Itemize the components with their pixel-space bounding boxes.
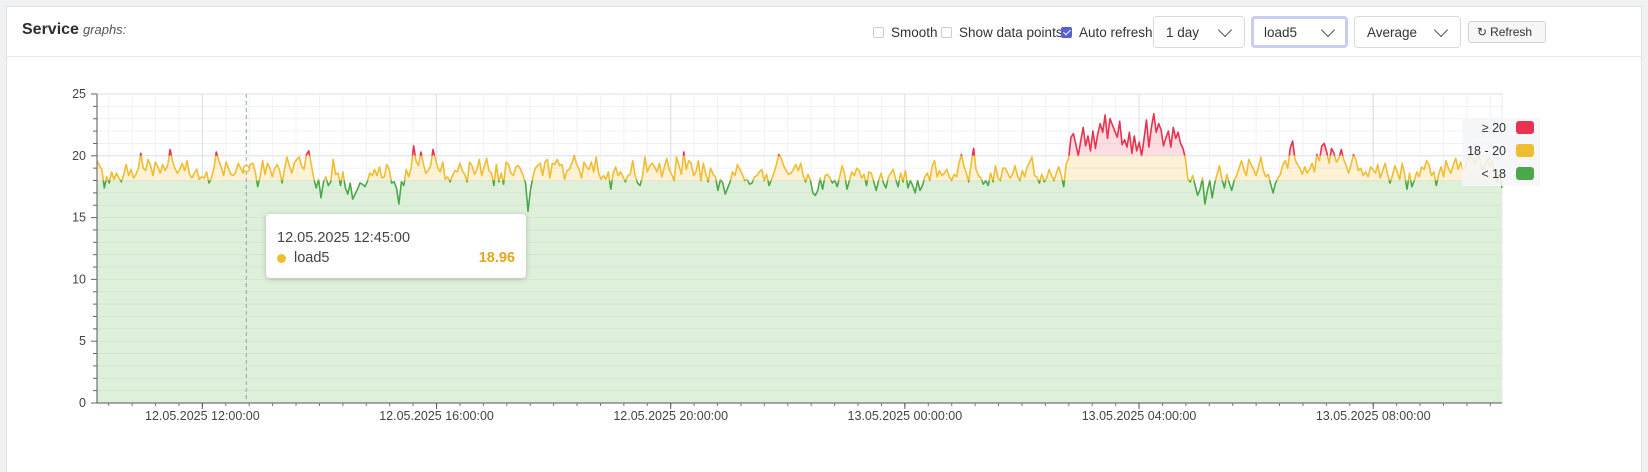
series-line-mid [96,155,1502,181]
y-tick-label: 0 [79,396,86,410]
title-graphs: graphs: [82,22,127,37]
chart-axes: 0 5 10 15 20 25 12.05.2025 12:00:00 12.05.2025 … [72,87,1502,423]
y-tick-label: 15 [72,211,86,225]
x-tick-label: 12.05.2025 20:00:00 [613,409,728,423]
tooltip-time: 12.05.2025 12:45:00 [277,230,411,246]
legend-item-high[interactable]: ≥ 20 [1462,118,1540,138]
show-data-points-checkbox[interactable]: Show data points [941,23,1063,41]
tooltip-value: 18.96 [478,250,515,266]
tooltip-series-name: load5 [294,250,330,266]
chart-tooltip: 12.05.2025 12:45:00 load5 18.96 [266,214,526,278]
chart-hover [242,94,251,403]
y-tick-label: 25 [72,87,86,101]
x-tick-label: 13.05.2025 08:00:00 [1316,409,1431,423]
x-tick-label: 13.05.2025 00:00:00 [848,409,963,423]
hover-point [242,164,251,173]
smooth-label: Smooth [891,24,938,40]
legend-swatch-high [1516,121,1534,134]
legend-item-mid[interactable]: 18 - 20 [1462,141,1540,161]
legend-label-low: < 18 [1481,167,1506,181]
aggregation-select[interactable]: Average [1354,16,1461,48]
legend-swatch-mid [1516,144,1534,157]
x-tick-label: 12.05.2025 16:00:00 [379,409,494,423]
y-tick-label: 20 [72,149,86,163]
show-data-points-box[interactable] [941,26,952,38]
legend-label-mid: 18 - 20 [1467,144,1506,158]
chart-series-load5 [96,113,1503,213]
auto-refresh-box[interactable] [1061,26,1072,38]
y-tick-label: 10 [72,272,86,286]
auto-refresh-label: Auto refresh [1079,24,1153,40]
aggregation-value: Average [1367,25,1418,40]
smooth-checkbox[interactable]: Smooth [873,23,938,41]
refresh-icon: ↻ [1477,25,1488,39]
legend-label-high: ≥ 20 [1481,121,1506,135]
refresh-button[interactable]: ↻ Refresh [1468,21,1546,43]
panel-title: Service graphs: [22,21,126,39]
chart-legend: ≥ 20 18 - 20 < 18 [1462,118,1540,186]
x-tick-label: 13.05.2025 04:00:00 [1082,409,1197,423]
legend-swatch-low [1516,167,1534,180]
auto-refresh-checkbox[interactable]: Auto refresh [1061,23,1153,41]
metric-value: load5 [1264,25,1298,40]
show-data-points-label: Show data points [959,24,1063,40]
tooltip-series-dot [277,254,286,263]
metric-select[interactable]: load5 [1251,16,1348,48]
time-range-value: 1 day [1166,25,1200,40]
refresh-label: Refresh [1490,25,1533,39]
legend-item-low[interactable]: < 18 [1462,164,1540,184]
y-tick-label: 5 [79,334,86,348]
x-tick-label: 12.05.2025 12:00:00 [145,409,260,423]
title-service: Service [22,21,79,38]
time-range-select[interactable]: 1 day [1153,16,1245,48]
smooth-checkbox-box[interactable] [873,26,884,38]
panel-header: Service graphs: [7,7,1641,57]
